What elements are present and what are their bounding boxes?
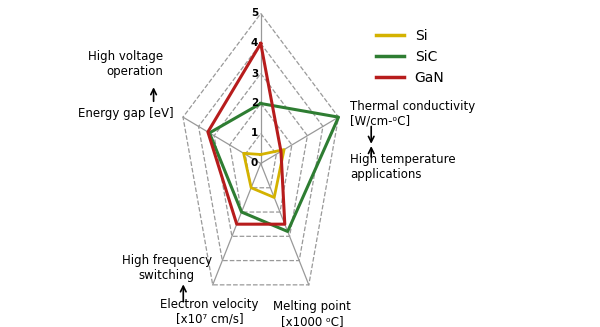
Text: High frequency
switching: High frequency switching (122, 253, 212, 282)
Text: Thermal conductivity
[W/cm-ᵒC]: Thermal conductivity [W/cm-ᵒC] (350, 100, 475, 128)
Text: 2: 2 (251, 98, 258, 109)
Text: 5: 5 (251, 9, 258, 19)
Text: Melting point
[x1000 ᵒC]: Melting point [x1000 ᵒC] (273, 300, 351, 327)
Text: Energy gap [eV]: Energy gap [eV] (77, 107, 173, 120)
Text: Electron velocity
[x10⁷ cm/s]: Electron velocity [x10⁷ cm/s] (160, 298, 259, 326)
Text: 3: 3 (251, 68, 258, 78)
Legend: Si, SiC, GaN: Si, SiC, GaN (370, 23, 450, 90)
Text: 0: 0 (251, 159, 258, 168)
Text: High temperature
applications: High temperature applications (350, 153, 455, 181)
Text: High voltage
operation: High voltage operation (88, 50, 163, 78)
Text: 1: 1 (251, 129, 258, 139)
Text: 4: 4 (251, 39, 258, 48)
